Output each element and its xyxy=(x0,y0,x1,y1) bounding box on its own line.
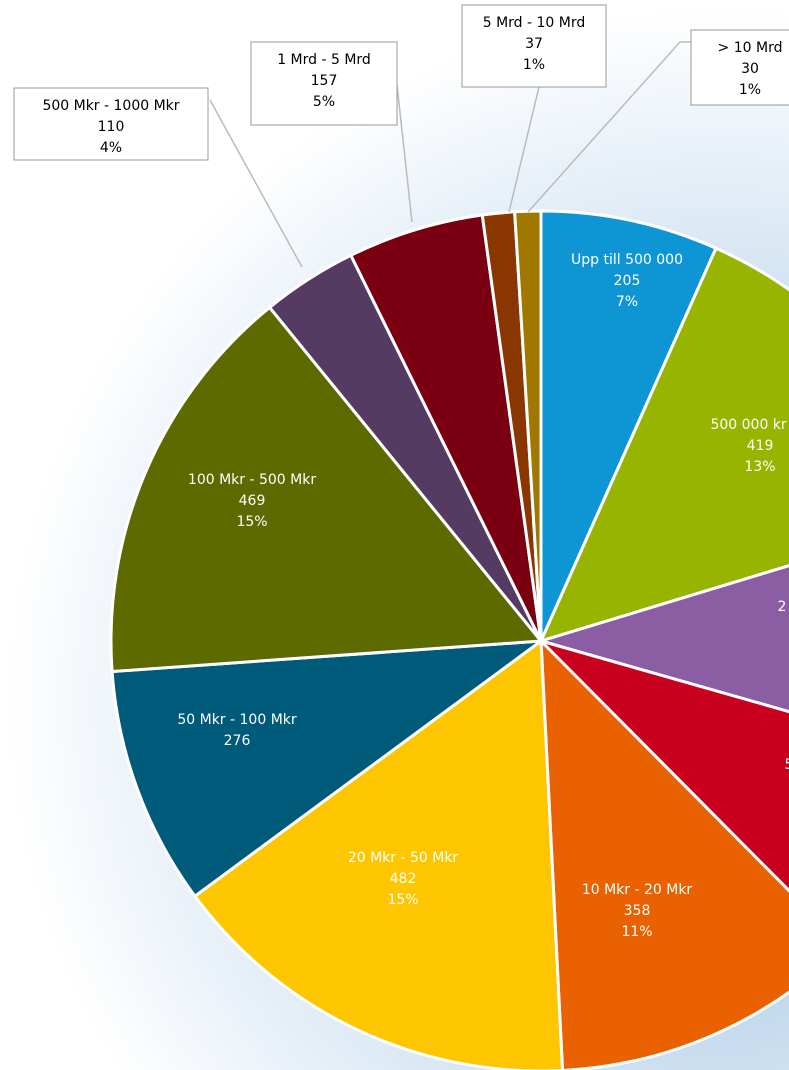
label-percent: 4% xyxy=(42,138,179,159)
label-name: 50 Mkr - 100 Mkr xyxy=(177,710,297,731)
leader-line xyxy=(397,85,412,222)
slice-label: 500 000 kr - 241913% xyxy=(710,415,789,478)
label-name: 10 Mkr - 20 Mkr xyxy=(582,880,692,901)
label-value: 419 xyxy=(710,436,789,457)
label-name: 100 Mkr - 500 Mkr xyxy=(188,470,316,491)
slice-label: 5 xyxy=(785,755,789,776)
label-value: 482 xyxy=(348,869,458,890)
label-percent: 1% xyxy=(718,80,783,101)
chart: Upp till 500 0002057% 500 000 kr - 241913… xyxy=(0,0,789,1070)
label-name: 500 000 kr - 2 xyxy=(710,415,789,436)
label-percent: 11% xyxy=(582,922,692,943)
label-percent: 1% xyxy=(483,55,586,76)
label-percent: 5% xyxy=(277,92,371,113)
label-value: 157 xyxy=(277,71,371,92)
label-value: 30 xyxy=(718,59,783,80)
label-name: > 10 Mrd xyxy=(718,38,783,59)
label-percent: 13% xyxy=(710,457,789,478)
label-name: Upp till 500 000 xyxy=(571,250,683,271)
label-value: 205 xyxy=(571,271,683,292)
label-value: 37 xyxy=(483,34,586,55)
leader-line xyxy=(509,87,539,212)
slice-label: 2 xyxy=(778,597,787,618)
label-name: 20 Mkr - 50 Mkr xyxy=(348,848,458,869)
label-percent: 7% xyxy=(571,292,683,313)
label-name: 5 Mrd - 10 Mrd xyxy=(483,13,586,34)
label-value: 110 xyxy=(42,117,179,138)
label-percent: 15% xyxy=(188,512,316,533)
label-name: 500 Mkr - 1000 Mkr xyxy=(42,96,179,117)
label-name: 2 xyxy=(778,597,787,618)
label-value: 358 xyxy=(582,901,692,922)
label-value: 276 xyxy=(177,731,297,752)
label-name: 5 xyxy=(785,755,789,776)
label-percent: 15% xyxy=(348,890,458,911)
label-value: 469 xyxy=(188,491,316,512)
label-name: 1 Mrd - 5 Mrd xyxy=(277,50,371,71)
